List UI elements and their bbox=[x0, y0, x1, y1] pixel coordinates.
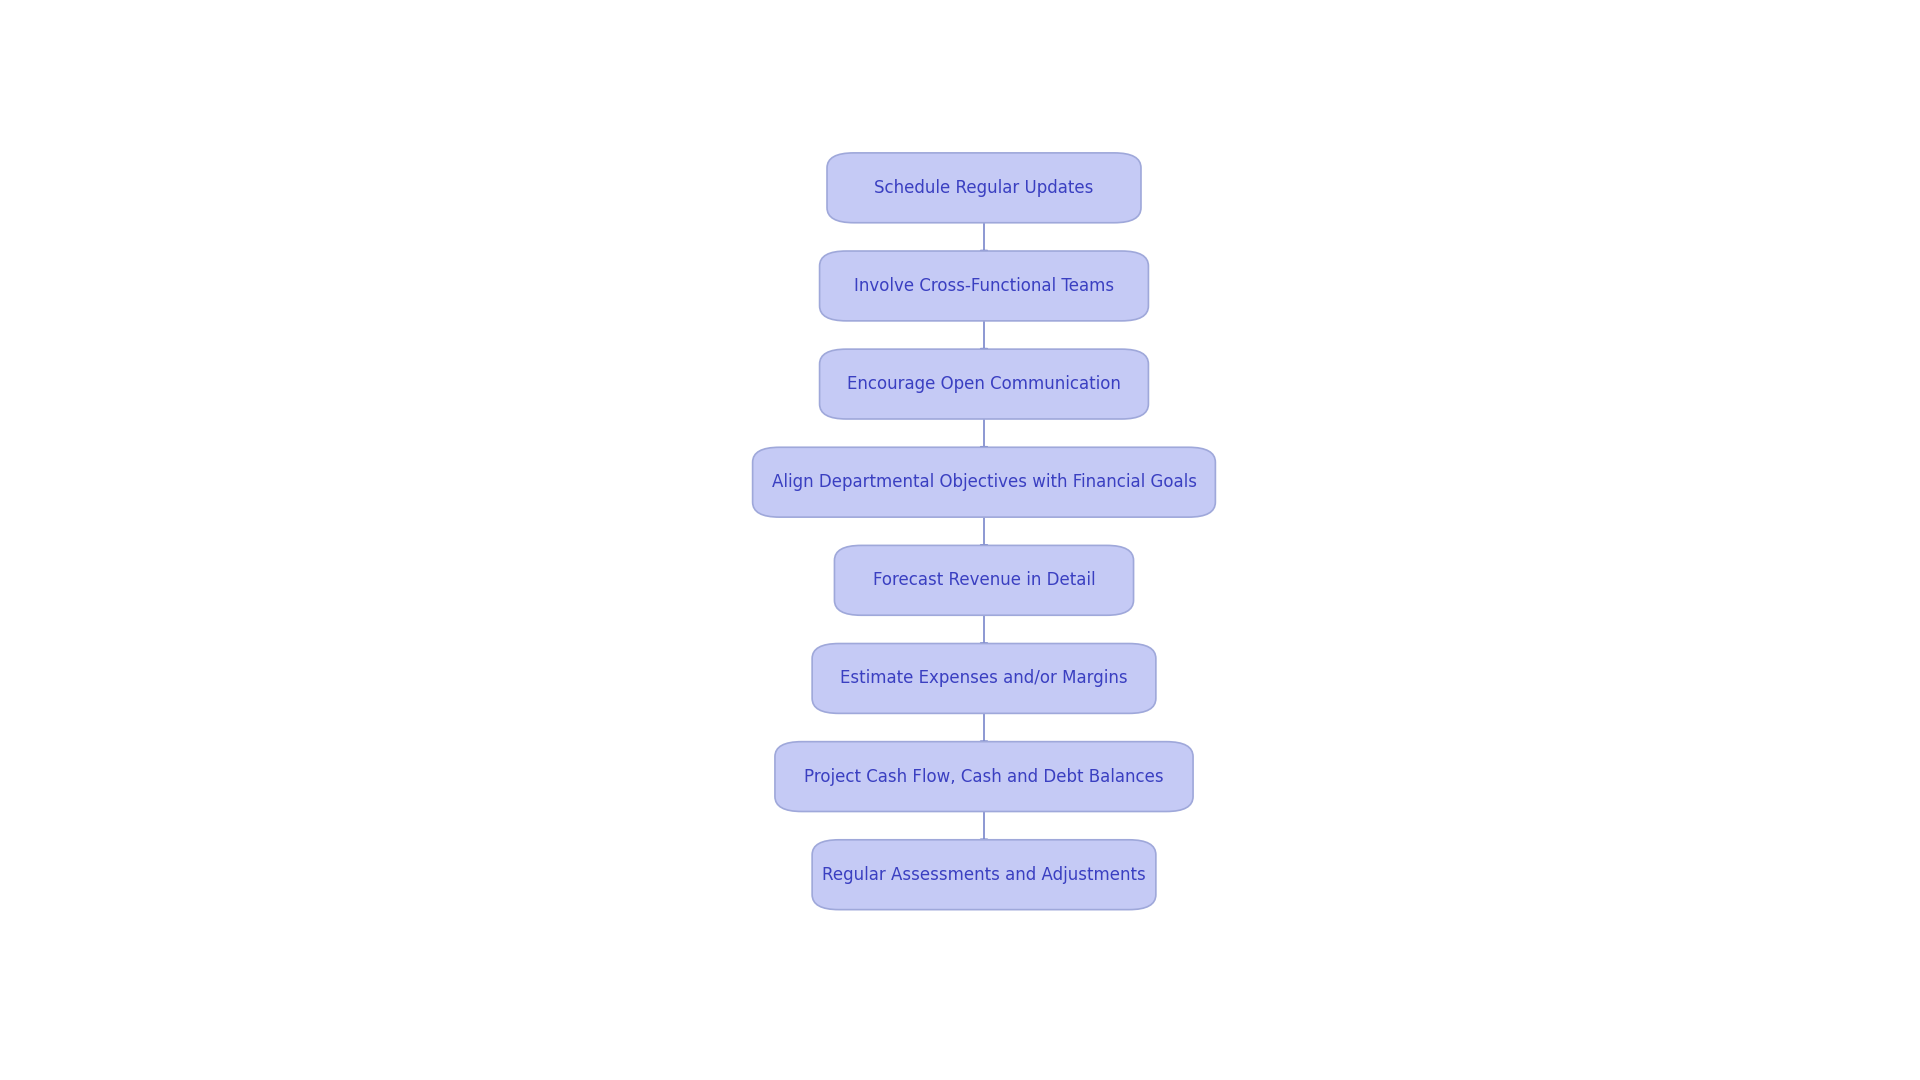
Text: Estimate Expenses and/or Margins: Estimate Expenses and/or Margins bbox=[841, 670, 1127, 688]
FancyBboxPatch shape bbox=[776, 742, 1192, 811]
FancyBboxPatch shape bbox=[820, 349, 1148, 419]
Text: Schedule Regular Updates: Schedule Regular Updates bbox=[874, 179, 1094, 197]
FancyBboxPatch shape bbox=[835, 545, 1133, 616]
FancyBboxPatch shape bbox=[812, 840, 1156, 909]
Text: Project Cash Flow, Cash and Debt Balances: Project Cash Flow, Cash and Debt Balance… bbox=[804, 768, 1164, 785]
Text: Encourage Open Communication: Encourage Open Communication bbox=[847, 375, 1121, 393]
FancyBboxPatch shape bbox=[753, 447, 1215, 517]
Text: Involve Cross-Functional Teams: Involve Cross-Functional Teams bbox=[854, 276, 1114, 295]
FancyBboxPatch shape bbox=[828, 153, 1140, 222]
Text: Forecast Revenue in Detail: Forecast Revenue in Detail bbox=[874, 571, 1094, 590]
Text: Regular Assessments and Adjustments: Regular Assessments and Adjustments bbox=[822, 866, 1146, 883]
FancyBboxPatch shape bbox=[820, 251, 1148, 321]
FancyBboxPatch shape bbox=[812, 644, 1156, 714]
Text: Align Departmental Objectives with Financial Goals: Align Departmental Objectives with Finan… bbox=[772, 473, 1196, 491]
